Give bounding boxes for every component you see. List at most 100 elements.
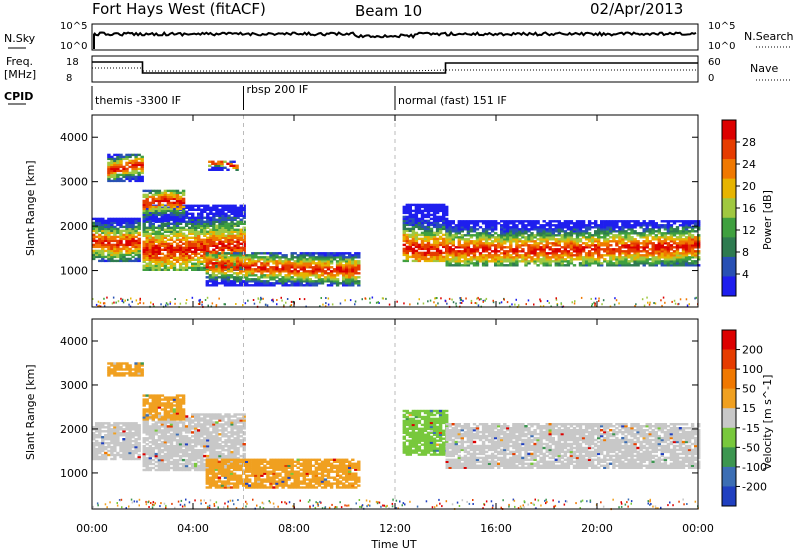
echo-cell [116,165,120,169]
echo-cell [408,211,412,215]
echo-cell [215,266,219,269]
echo-cell [317,256,322,259]
echo-cell [402,249,406,253]
echo-cell [405,253,409,257]
echo-cell [172,256,177,259]
echo-cell [212,228,216,231]
echo-cell [160,191,165,195]
echo-cell [154,209,158,213]
echo-cell [281,254,285,257]
echo-cell [107,225,111,229]
echo-cell [145,452,149,456]
echo-cell [181,242,186,245]
echo-cell [442,259,446,263]
echo-cell [354,270,358,273]
echo-cell [609,262,613,265]
echo-cell [481,254,486,257]
echo-cell [600,236,604,239]
echo-cell [206,220,210,223]
echo-cell [251,252,255,255]
echo-cell [145,466,149,470]
ground-speckle [206,296,209,299]
echo-cell [229,164,233,167]
echo-cell [657,236,661,239]
echo-cell [154,258,158,261]
echo-cell [348,252,352,255]
echo-cell [157,468,162,472]
echo-cell [684,256,689,259]
echo-cell [420,203,425,207]
echo-cell [645,238,649,241]
echo-cell [203,220,207,223]
echo-cell [95,439,99,443]
echo-cell [657,262,661,265]
echo-cell [633,246,637,249]
echo-cell [548,226,552,229]
echo-cell [296,272,300,275]
echo-cell [417,219,422,223]
echo-cell [694,230,698,233]
echo-cell [110,447,114,451]
echo-cell [594,250,598,253]
echo-cell [475,224,480,227]
echo-cell [463,226,468,229]
echo-cell [178,222,183,225]
echo-cell [281,278,285,281]
echo-cell [148,431,152,434]
echo-cell [272,272,276,275]
echo-cell [175,219,180,223]
echo-cell [554,230,558,233]
echo-cell [110,424,114,427]
echo-cell [160,195,165,199]
echo-cell [678,224,683,227]
echo-cell [284,274,288,277]
echo-cell [239,256,243,259]
echo-cell [98,239,102,243]
echo-cell [107,171,111,175]
echo-cell [148,462,152,466]
echo-cell [405,229,409,233]
echo-cell [218,210,222,213]
echo-cell [160,443,165,446]
echo-cell [184,266,189,269]
echo-cell [113,161,117,165]
echo-cell [457,230,461,233]
echo-cell [157,458,162,462]
echo-cell [154,244,158,247]
echo-cell [587,232,592,235]
echo-cell [512,260,516,263]
echo-cell [215,250,219,253]
echo-cell [128,171,132,175]
echo-cell [681,234,686,237]
echo-cell [417,223,422,227]
echo-cell [239,250,243,253]
echo-cell [119,443,123,447]
echo-cell [163,462,168,466]
echo-cell [426,245,431,249]
echo-cell [697,264,701,267]
echo-cell [157,205,162,209]
echo-cell [600,248,604,251]
echo-cell [697,240,701,243]
echo-cell [113,217,117,221]
echo-cell [134,434,138,437]
echo-cell [119,441,123,445]
echo-cell [223,256,228,259]
echo-cell [578,248,583,251]
echo-cell [581,260,586,263]
echo-cell [305,270,309,273]
echo-cell [472,228,477,231]
echo-cell [229,270,234,273]
echo-cell [257,270,261,273]
echo-cell [281,280,285,283]
echo-cell [175,246,180,249]
echo-cell [524,258,528,261]
echo-cell [545,252,549,255]
echo-cell [160,429,165,432]
ground-speckle [349,299,352,302]
echo-cell [232,284,237,287]
echo-cell [208,260,213,263]
echo-cell [113,428,117,431]
echo-cell [435,205,440,209]
ground-speckle [272,298,274,301]
